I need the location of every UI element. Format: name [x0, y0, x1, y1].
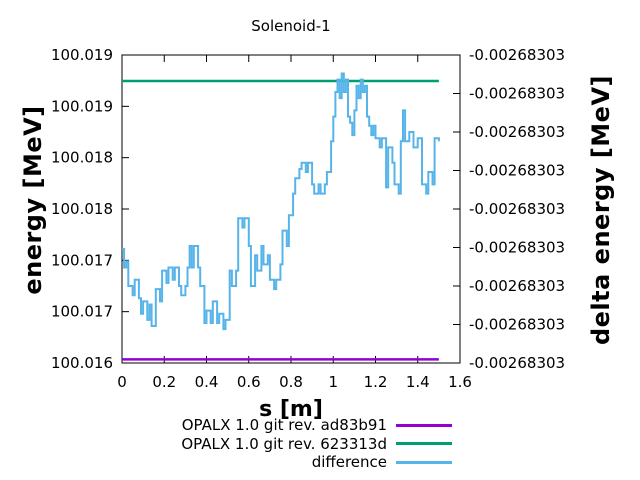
legend-item-0: OPALX 1.0 git rev. ad83b91 — [88, 416, 452, 435]
y-tick-label-right: -0.00268303 — [469, 46, 565, 64]
x-tick-label: 0.8 — [279, 373, 303, 391]
plot-border — [121, 54, 461, 364]
legend: OPALX 1.0 git rev. ad83b91 OPALX 1.0 git … — [88, 416, 452, 472]
x-tick-label: 0.2 — [152, 373, 176, 391]
y-axis-label-right: delta energy [MeV] — [587, 74, 615, 346]
y-tick-label-right: -0.00268303 — [469, 316, 565, 334]
x-tick-label: 0.6 — [237, 373, 261, 391]
y-tick-label-left: 100.019 — [51, 46, 113, 64]
y-tick-label-right: -0.00268303 — [469, 162, 565, 180]
y-tick-label-left: 100.016 — [51, 354, 113, 372]
y-tick-label-right: -0.00268303 — [469, 239, 565, 257]
x-tick-label: 0 — [117, 373, 127, 391]
y-tick-label-right: -0.00268303 — [469, 200, 565, 218]
x-tick-label: 0.4 — [195, 373, 219, 391]
y-tick-label-left: 100.017 — [51, 251, 113, 269]
legend-item-1: OPALX 1.0 git rev. 623313d — [88, 435, 452, 454]
y-tick-label-right: -0.00268303 — [469, 123, 565, 141]
y-tick-label-left: 100.017 — [51, 303, 113, 321]
y-tick-label-right: -0.00268303 — [469, 85, 565, 103]
legend-line-sample — [396, 442, 452, 446]
legend-item-label: OPALX 1.0 git rev. ad83b91 — [181, 416, 387, 435]
x-tick-label: 1 — [328, 373, 338, 391]
legend-line-sample — [396, 423, 452, 427]
y-tick-label-left: 100.018 — [51, 200, 113, 218]
x-tick-label: 1.6 — [448, 373, 472, 391]
legend-item-label: OPALX 1.0 git rev. 623313d — [181, 434, 387, 453]
y-axis-label-left: energy [MeV] — [19, 105, 47, 295]
y-tick-label-left: 100.019 — [51, 97, 113, 115]
y-tick-label-left: 100.018 — [51, 149, 113, 167]
legend-line-sample — [396, 460, 452, 464]
series-line-difference — [122, 72, 440, 331]
y-tick-label-right: -0.00268303 — [469, 277, 565, 295]
y-tick-label-right: -0.00268303 — [469, 354, 565, 372]
x-axis-label: s [m] — [259, 397, 323, 422]
legend-item-label: difference — [311, 453, 387, 472]
legend-item-2: difference — [88, 453, 452, 472]
plot-title: Solenoid-1 — [251, 17, 331, 35]
x-tick-label: 1.2 — [364, 373, 388, 391]
x-tick-label: 1.4 — [406, 373, 430, 391]
